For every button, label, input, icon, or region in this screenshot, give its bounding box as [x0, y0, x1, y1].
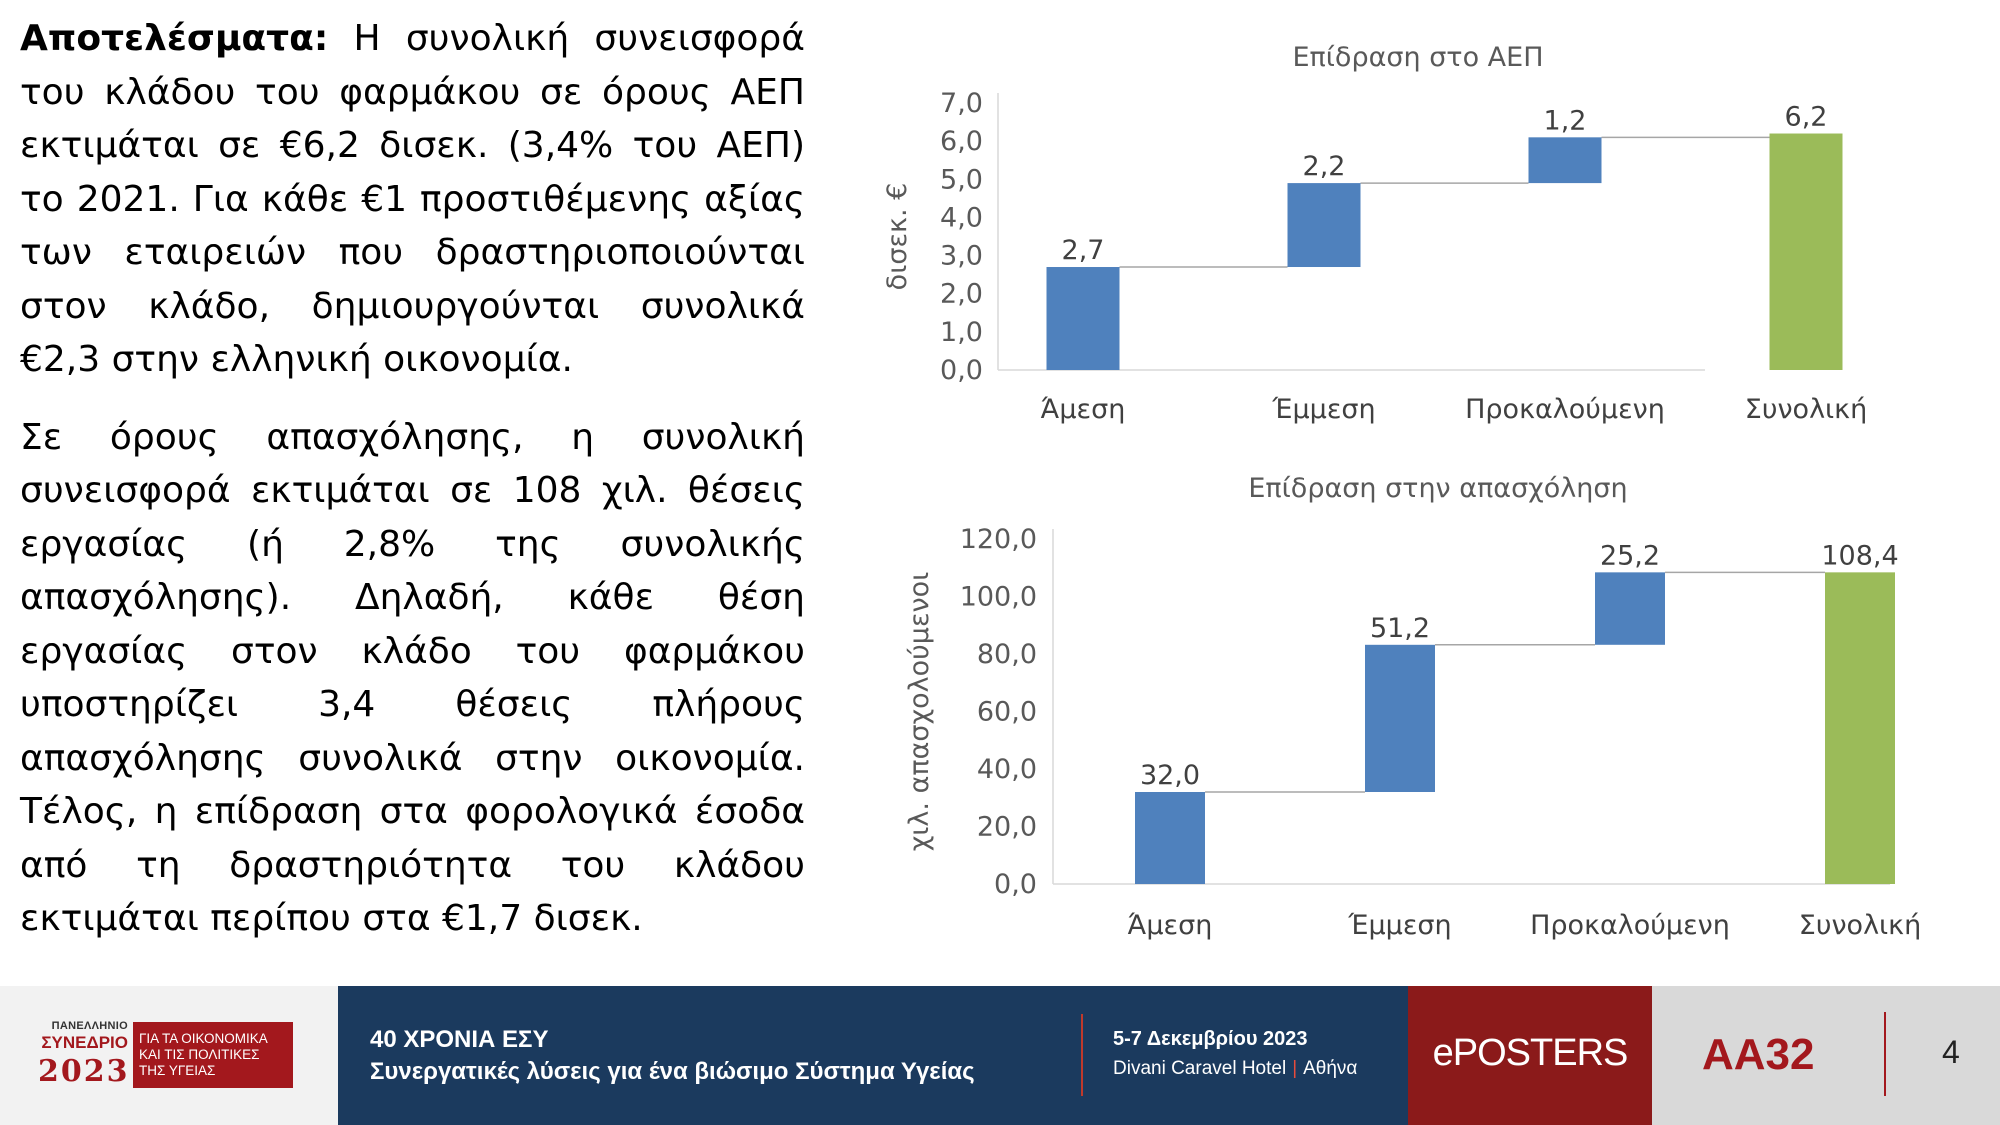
- footer-banner: ΠΑΝΕΛΛΗΝΙΟ ΣΥΝΕΔΡΙΟ 2023 ΓΙΑ ΤΑ ΟΙΚΟΝΟΜΙ…: [0, 986, 2000, 1125]
- employment-y-tick-label: 100,0: [960, 582, 1037, 613]
- gdp-bar: [1046, 267, 1120, 370]
- employment-y-tick-label: 40,0: [977, 754, 1037, 785]
- gdp-chart-title: Επίδραση στο ΑΕΠ: [1292, 42, 1543, 73]
- gdp-y-tick-label: 2,0: [940, 279, 983, 310]
- conference-subtitle: Συνεργατικές λύσεις για ένα βιώσιμο Σύστ…: [370, 1058, 975, 1085]
- employment-y-tick-label: 0,0: [994, 869, 1037, 900]
- eposters-section: ePOSTERS: [1408, 986, 1652, 1125]
- page-number: 4: [1942, 1034, 1960, 1070]
- gdp-data-label: 2,7: [1062, 235, 1105, 266]
- gdp-bar: [1287, 183, 1361, 268]
- gdp-y-tick-label: 0,0: [940, 355, 983, 386]
- conference-venue: Divani Caravel Hotel | Αθήνα: [1113, 1058, 1357, 1080]
- gdp-y-axis-label: δισεκ. €: [882, 183, 913, 291]
- results-lead: Αποτελέσματα:: [20, 18, 329, 59]
- gdp-y-tick-label: 1,0: [940, 317, 983, 348]
- gdp-y-tick-label: 5,0: [940, 164, 983, 195]
- logo-mid-text: ΣΥΝΕΔΡΙΟ: [41, 1033, 128, 1052]
- employment-bar: [1595, 572, 1665, 645]
- gdp-data-label: 2,2: [1303, 151, 1346, 182]
- employment-data-label: 108,4: [1821, 540, 1898, 571]
- conference-logo: ΠΑΝΕΛΛΗΝΙΟ ΣΥΝΕΔΡΙΟ 2023 ΓΙΑ ΤΑ ΟΙΚΟΝΟΜΙ…: [0, 986, 338, 1125]
- code-divider: [1884, 1012, 1886, 1096]
- employment-paragraph: Σε όρους απασχόλησης, η συνολική συνεισφ…: [20, 416, 805, 940]
- logo-box-line: ΚΑΙ ΤΙΣ ΠΟΛΙΤΙΚΕΣ: [139, 1047, 260, 1062]
- employment-y-tick-label: 80,0: [977, 639, 1037, 670]
- employment-data-label: 25,2: [1600, 540, 1660, 571]
- eposters-label: ePOSTERS: [1432, 1032, 1629, 1074]
- gdp-category-label: Έμμεση: [1271, 394, 1375, 425]
- logo-box-line: ΓΙΑ ΤΑ ΟΙΚΟΝΟΜΙΚΑ: [139, 1031, 268, 1046]
- gdp-data-label: 1,2: [1544, 105, 1587, 136]
- logo-year-text: 2023: [38, 1054, 130, 1089]
- gdp-y-tick-label: 7,0: [940, 88, 983, 119]
- employment-data-label: 32,0: [1140, 760, 1200, 791]
- employment-category-label: Συνολική: [1799, 910, 1921, 941]
- gdp-y-tick-label: 3,0: [940, 241, 983, 272]
- employment-category-label: Έμμεση: [1347, 910, 1451, 941]
- logo-small-text: ΠΑΝΕΛΛΗΝΙΟ: [51, 1020, 128, 1032]
- employment-bar: [1825, 572, 1895, 884]
- employment-bar: [1135, 792, 1205, 884]
- gdp-bar: [1769, 133, 1843, 370]
- conference-info: 40 ΧΡΟΝΙΑ ΕΣΥ Συνεργατικές λύσεις για έν…: [338, 986, 1408, 1125]
- gdp-category-label: Προκαλούμενη: [1465, 394, 1665, 425]
- employment-y-tick-label: 60,0: [977, 697, 1037, 728]
- employment-y-tick-label: 120,0: [960, 524, 1037, 555]
- employment-chart-title: Επίδραση στην απασχόληση: [1248, 473, 1627, 504]
- gdp-category-label: Άμεση: [1041, 394, 1126, 425]
- gdp-category-label: Συνολική: [1745, 394, 1867, 425]
- conference-title: 40 ΧΡΟΝΙΑ ΕΣΥ: [370, 1026, 549, 1053]
- venue-separator: |: [1292, 1058, 1298, 1079]
- gdp-impact-chart: Επίδραση στο ΑΕΠ δισεκ. € 0,0 1,0 2,0 3,0 4,0 5…: [882, 42, 1921, 941]
- poster-id-section: AA32 4: [1652, 986, 2000, 1125]
- employment-y-tick-label: 20,0: [977, 812, 1037, 843]
- results-text: Η συνολική συνεισφορά του κλάδου του φαρ…: [20, 18, 805, 380]
- info-divider: [1081, 1014, 1083, 1096]
- logo-wordmark: ΠΑΝΕΛΛΗΝΙΟ ΣΥΝΕΔΡΙΟ 2023: [38, 1020, 128, 1089]
- gdp-y-tick-label: 6,0: [940, 126, 983, 157]
- employment-data-label: 51,2: [1370, 613, 1430, 644]
- poster-code: AA32: [1702, 1030, 1815, 1079]
- gdp-bar: [1528, 137, 1602, 184]
- logo-red-box: ΓΙΑ ΤΑ ΟΙΚΟΝΟΜΙΚΑ ΚΑΙ ΤΙΣ ΠΟΛΙΤΙΚΕΣ ΤΗΣ …: [133, 1022, 293, 1088]
- results-paragraph: Αποτελέσματα: Η συνολική συνεισφορά του …: [20, 12, 805, 387]
- employment-y-axis-label: χιλ. απασχολούμενοι: [904, 572, 935, 852]
- conference-date: 5-7 Δεκεμβρίου 2023: [1113, 1028, 1308, 1050]
- employment-category-label: Προκαλούμενη: [1530, 910, 1730, 941]
- venue-city: Αθήνα: [1303, 1058, 1358, 1079]
- gdp-data-label: 6,2: [1785, 102, 1828, 133]
- gdp-y-tick-label: 4,0: [940, 202, 983, 233]
- text-column: Αποτελέσματα: Η συνολική συνεισφορά του …: [20, 12, 805, 946]
- venue-hotel: Divani Caravel Hotel: [1113, 1058, 1287, 1079]
- employment-category-label: Άμεση: [1128, 910, 1213, 941]
- logo-box-line: ΤΗΣ ΥΓΕΙΑΣ: [139, 1063, 216, 1078]
- employment-bar: [1365, 644, 1435, 792]
